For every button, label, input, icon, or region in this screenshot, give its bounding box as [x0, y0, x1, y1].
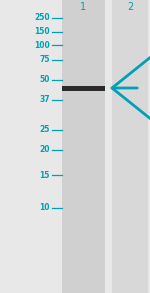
- Text: 250: 250: [34, 13, 50, 23]
- Text: 10: 10: [39, 204, 50, 212]
- Text: 20: 20: [39, 146, 50, 154]
- Text: 100: 100: [34, 40, 50, 50]
- Text: 75: 75: [39, 55, 50, 64]
- Text: 1: 1: [80, 2, 86, 12]
- Bar: [62, 0, 105, 293]
- Text: 50: 50: [40, 76, 50, 84]
- Bar: [112, 0, 148, 293]
- Text: 25: 25: [40, 125, 50, 134]
- Text: 37: 37: [39, 96, 50, 105]
- Text: 15: 15: [40, 171, 50, 180]
- Text: 150: 150: [34, 28, 50, 37]
- Bar: [62, 86, 105, 91]
- Text: 2: 2: [127, 2, 133, 12]
